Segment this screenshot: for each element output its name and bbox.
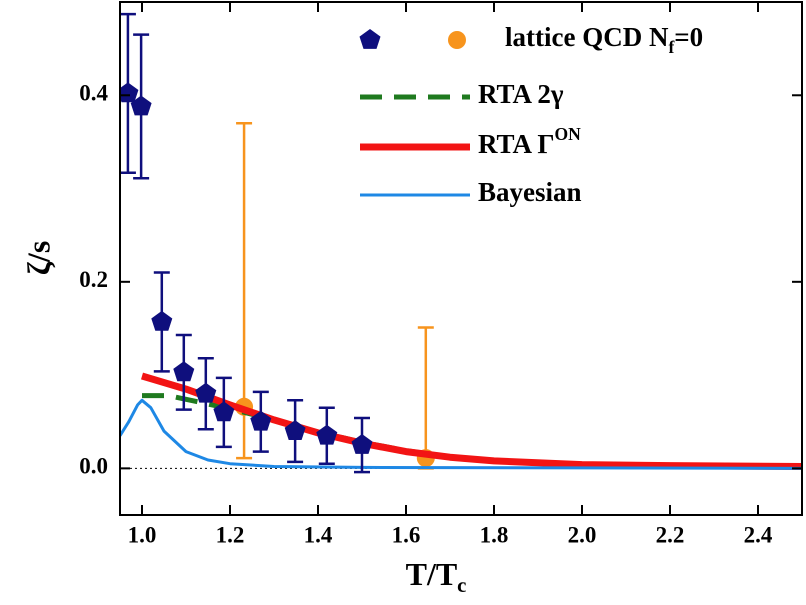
legend-label: Bayesian <box>478 177 582 207</box>
circle-marker <box>448 31 466 49</box>
legend-label: lattice QCD Nf=0 <box>505 22 703 57</box>
x-tick-label: 1.4 <box>304 522 333 547</box>
pentagon-marker <box>284 420 306 440</box>
legend-label-part: =0 <box>674 22 703 52</box>
plot-frame <box>119 1 803 516</box>
legend-label-sup: ON <box>555 124 582 144</box>
pentagon-marker <box>151 310 173 331</box>
pentagon-marker <box>213 401 235 422</box>
pentagon-marker <box>359 29 381 49</box>
curve <box>141 372 802 470</box>
x-axis-label: T/Tc <box>406 556 467 596</box>
pentagon-marker <box>250 410 272 431</box>
x-axis-label-sub: c <box>457 574 466 597</box>
x-tick-label: 2.0 <box>568 522 597 547</box>
x-tick-label: 1.8 <box>480 522 509 547</box>
pentagon-marker <box>173 361 195 382</box>
legend-label-part: RTA Γ <box>478 129 555 159</box>
pentagon-marker <box>316 424 338 445</box>
y-tick-label: 0.0 <box>79 454 108 479</box>
legend-label-sub: f <box>668 37 675 57</box>
y-axis-label: ζ/s <box>20 241 56 276</box>
pentagon-marker <box>130 95 152 116</box>
legend-label-part: lattice QCD N <box>505 22 669 52</box>
x-axis-label-part: T/T <box>406 556 458 592</box>
legend-label: RTA ΓON <box>478 124 581 159</box>
x-tick-label: 1.6 <box>392 522 421 547</box>
pentagon-marker <box>120 82 139 103</box>
x-tick-label: 2.4 <box>744 522 773 547</box>
x-tick-label: 2.2 <box>656 522 685 547</box>
y-tick-label: 0.2 <box>79 267 108 292</box>
x-tick-label: 1.2 <box>216 522 245 547</box>
legend-label: RTA 2γ <box>478 79 564 109</box>
pentagon-marker <box>195 382 217 403</box>
pentagon-marker <box>351 434 373 454</box>
x-tick-label: 1.0 <box>128 522 157 547</box>
y-tick-label: 0.4 <box>79 81 108 106</box>
plot-content <box>120 12 802 474</box>
